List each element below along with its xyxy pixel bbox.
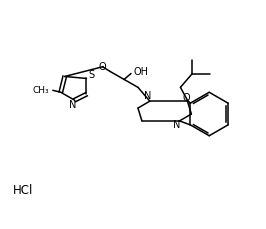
Text: N: N <box>173 120 180 130</box>
Text: N: N <box>144 91 152 101</box>
Text: O: O <box>182 93 190 103</box>
Text: CH₃: CH₃ <box>32 86 49 95</box>
Text: O: O <box>98 62 106 72</box>
Text: HCl: HCl <box>13 184 34 197</box>
Text: N: N <box>69 100 76 110</box>
Text: S: S <box>88 71 94 80</box>
Text: OH: OH <box>134 67 149 76</box>
